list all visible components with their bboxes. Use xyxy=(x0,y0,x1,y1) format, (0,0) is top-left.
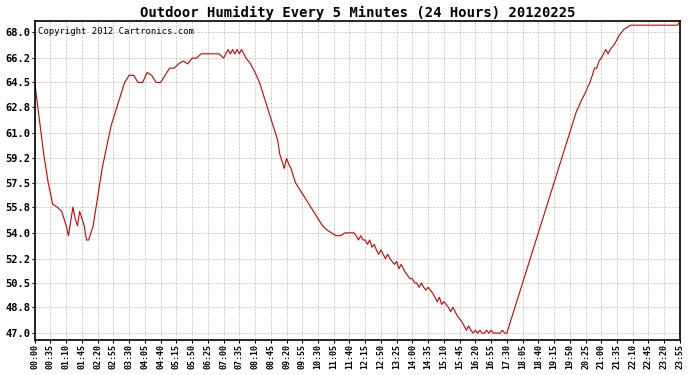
Text: Copyright 2012 Cartronics.com: Copyright 2012 Cartronics.com xyxy=(38,27,194,36)
Title: Outdoor Humidity Every 5 Minutes (24 Hours) 20120225: Outdoor Humidity Every 5 Minutes (24 Hou… xyxy=(139,6,575,20)
